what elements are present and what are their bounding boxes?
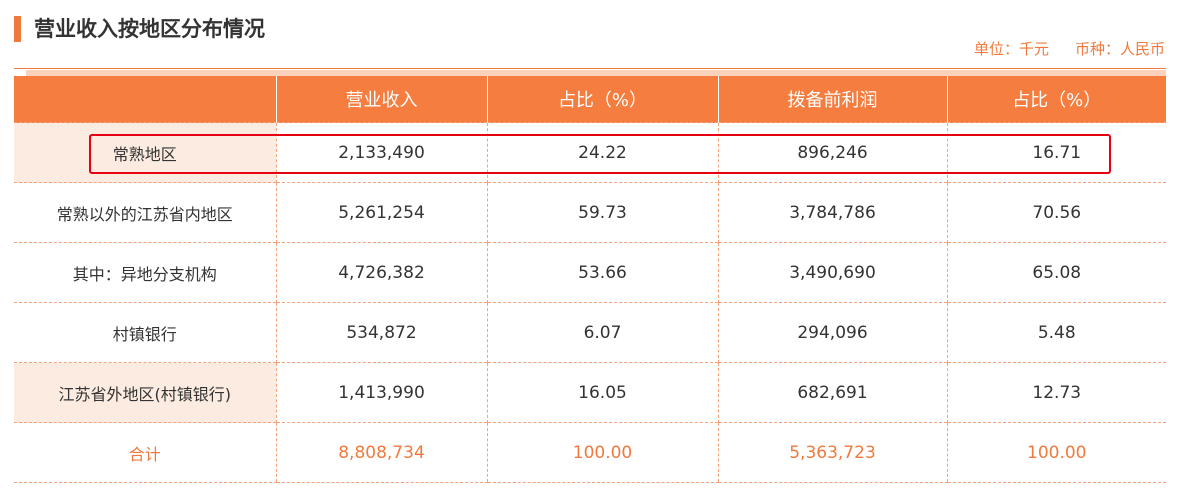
revenue-cell: 1,413,990 — [275, 362, 487, 423]
currency-label: 币种：人民币 — [1074, 40, 1165, 58]
table-row: 村镇银行 534,872 6.07 294,096 5.48 — [14, 302, 1166, 363]
total-revenue-pct-cell: 100.00 — [486, 422, 718, 483]
revenue-pct-cell: 16.05 — [486, 362, 718, 423]
profit-cell: 682,691 — [717, 362, 947, 423]
highlight-box — [89, 134, 1111, 174]
table-row: 江苏省外地区(村镇银行) 1,413,990 16.05 682,691 12.… — [14, 362, 1166, 423]
region-cell: 常熟以外的江苏省内地区 — [14, 182, 276, 243]
total-profit-cell: 5,363,723 — [717, 422, 947, 483]
revenue-pct-cell: 53.66 — [486, 242, 718, 303]
table-row: 常熟以外的江苏省内地区 5,261,254 59.73 3,784,786 70… — [14, 182, 1166, 243]
table-top-rule — [14, 68, 1166, 69]
revenue-pct-cell: 6.07 — [486, 302, 718, 363]
profit-cell: 3,784,786 — [717, 182, 947, 243]
header-row: 营业收入 占比（%） 拨备前利润 占比（%） — [14, 76, 1166, 123]
title-accent-bar — [14, 16, 21, 42]
revenue-cell: 534,872 — [275, 302, 487, 363]
profit-pct-cell: 5.48 — [946, 302, 1166, 363]
total-row: 合计 8,808,734 100.00 5,363,723 100.00 — [14, 422, 1166, 483]
header-cell-profit-pct: 占比（%） — [946, 76, 1166, 123]
unit-label: 单位：千元 — [973, 40, 1049, 58]
profit-cell: 294,096 — [717, 302, 947, 363]
region-cell: 其中：异地分支机构 — [14, 242, 276, 303]
header-cell-profit: 拨备前利润 — [717, 76, 947, 123]
table-row: 其中：异地分支机构 4,726,382 53.66 3,490,690 65.0… — [14, 242, 1166, 303]
header-cell-revenue-pct: 占比（%） — [486, 76, 718, 123]
profit-pct-cell: 65.08 — [946, 242, 1166, 303]
profit-pct-cell: 12.73 — [946, 362, 1166, 423]
total-profit-pct-cell: 100.00 — [946, 422, 1166, 483]
header-cell-region — [14, 76, 276, 123]
total-label-cell: 合计 — [14, 422, 276, 483]
profit-pct-cell: 70.56 — [946, 182, 1166, 243]
header-cell-revenue: 营业收入 — [275, 76, 487, 123]
page-title: 营业收入按地区分布情况 — [34, 17, 265, 41]
region-cell: 村镇银行 — [14, 302, 276, 363]
total-revenue-cell: 8,808,734 — [275, 422, 487, 483]
data-table: 营业收入 占比（%） 拨备前利润 占比（%） 常熟地区 2,133,490 24… — [14, 76, 1166, 483]
profit-cell: 3,490,690 — [717, 242, 947, 303]
region-cell: 江苏省外地区(村镇银行) — [14, 362, 276, 423]
revenue-pct-cell: 59.73 — [486, 182, 718, 243]
unit-note: 单位：千元 币种：人民币 — [948, 38, 1165, 60]
revenue-cell: 4,726,382 — [275, 242, 487, 303]
table-top-band — [26, 70, 1166, 76]
revenue-cell: 5,261,254 — [275, 182, 487, 243]
